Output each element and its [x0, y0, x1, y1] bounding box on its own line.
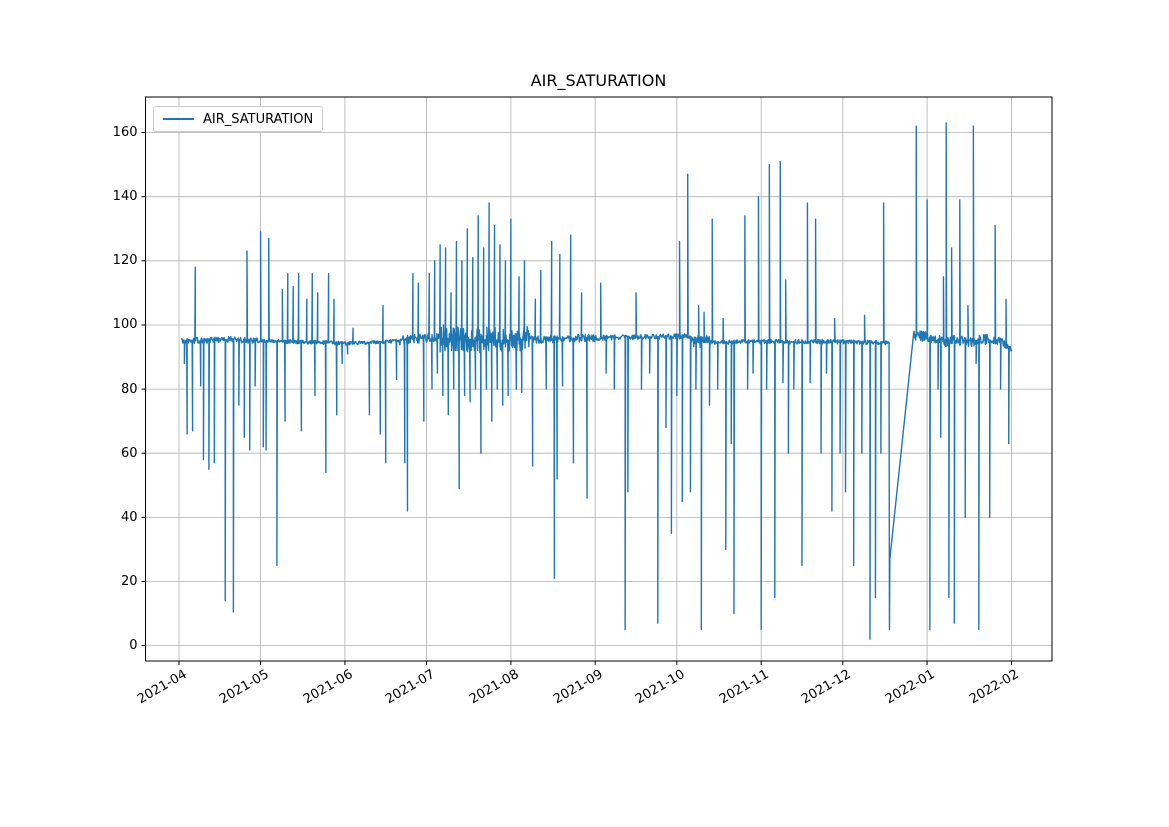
- legend: AIR_SATURATION: [153, 106, 324, 132]
- y-tick-label: 100: [112, 317, 138, 333]
- y-tick-label: 160: [112, 125, 138, 141]
- chart-title: AIR_SATURATION: [530, 71, 667, 90]
- y-tick-label: 40: [120, 509, 138, 525]
- y-tick-label: 120: [112, 253, 138, 269]
- air-saturation-line: [180, 122, 1013, 640]
- y-tick-label: 0: [129, 638, 138, 654]
- y-tick-label: 20: [120, 573, 138, 589]
- legend-label: AIR_SATURATION: [203, 111, 314, 127]
- legend-line-icon: [163, 118, 194, 120]
- y-tick-label: 140: [112, 189, 138, 205]
- plot-border: [145, 96, 1053, 662]
- y-tick-label: 60: [120, 445, 138, 461]
- y-tick-label: 80: [120, 381, 138, 397]
